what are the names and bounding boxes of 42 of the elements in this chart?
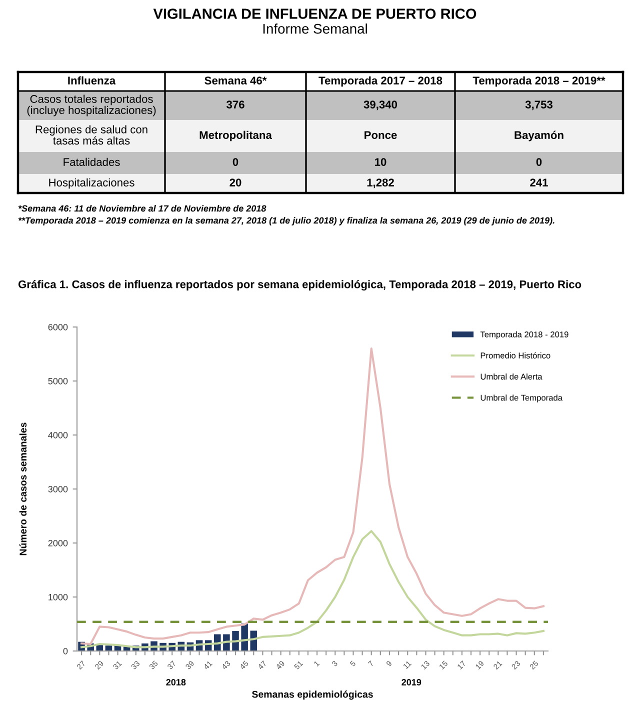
category-label: Influenza [68, 76, 116, 84]
y-tick-label: 3000 [48, 486, 68, 492]
legend-label: Temporada 2018 - 2019 [480, 331, 568, 340]
text: 39,340 [364, 100, 398, 110]
text: Informe Semanal [263, 24, 367, 34]
category-label: Regiones de salud con tasas más altas [36, 125, 148, 145]
text: 10 [375, 158, 386, 166]
y-tick-label: 6000 [48, 324, 68, 330]
category-label: Hospitalizaciones [49, 178, 134, 189]
y-tick-label: 0 [63, 648, 68, 654]
text: VIGILANCIA DE INFLUENZA DE PUERTO RICO [153, 8, 476, 19]
category-label: Temporada 2017 – 2018 [318, 76, 442, 87]
y-tick-label: 2000 [48, 540, 68, 546]
text: 3,753 [525, 100, 552, 110]
legend-label: Umbral de Temporada [480, 394, 563, 402]
text: 1,282 [367, 178, 394, 188]
text: 0 [536, 158, 542, 166]
text: **Temporada 2018 – 2019 comienza en la semana 27, 2018 (1 de julio 2018) y finaliza la semana 26, 2019 (29 de junio de 2019). [18, 217, 554, 226]
text: Metropolitana [200, 130, 272, 142]
text: 241 [530, 178, 548, 186]
legend-label: Promedio Histórico [480, 352, 550, 358]
bar [96, 645, 104, 651]
category-label: Semana 46* [204, 76, 267, 84]
y-tick-label: 4000 [48, 432, 68, 438]
line-series [80, 530, 545, 648]
text: *Semana 46: 11 de Noviembre al 17 de Noviembre de 2018 [18, 205, 266, 212]
text: Ponce [364, 131, 397, 139]
category-label: Casos totales reportados (incluye hospitalizaciones) [27, 94, 156, 116]
text: 0 [232, 158, 238, 166]
text: 376 [226, 100, 244, 108]
text: 2019 [402, 679, 422, 686]
text: Bayamón [514, 130, 564, 142]
category-label: Temporada 2018 – 2019** [472, 76, 606, 87]
legend-label: Umbral de Alerta [480, 373, 542, 380]
x-axis-title: Semanas epidemiológicas [252, 690, 373, 700]
category-label: Fatalidades [64, 158, 120, 166]
text: 2018 [166, 679, 186, 686]
chart-title: Gráfica 1. Casos de influenza reportados por semana epidemiológica, Temporada 2018 – 2019, Puerto Rico [18, 280, 582, 291]
y-tick-label: 1000 [48, 594, 68, 600]
text: 20 [230, 178, 242, 186]
y-tick-label: 5000 [48, 378, 68, 384]
y-axis-title: Número de casos semanales [19, 422, 27, 556]
